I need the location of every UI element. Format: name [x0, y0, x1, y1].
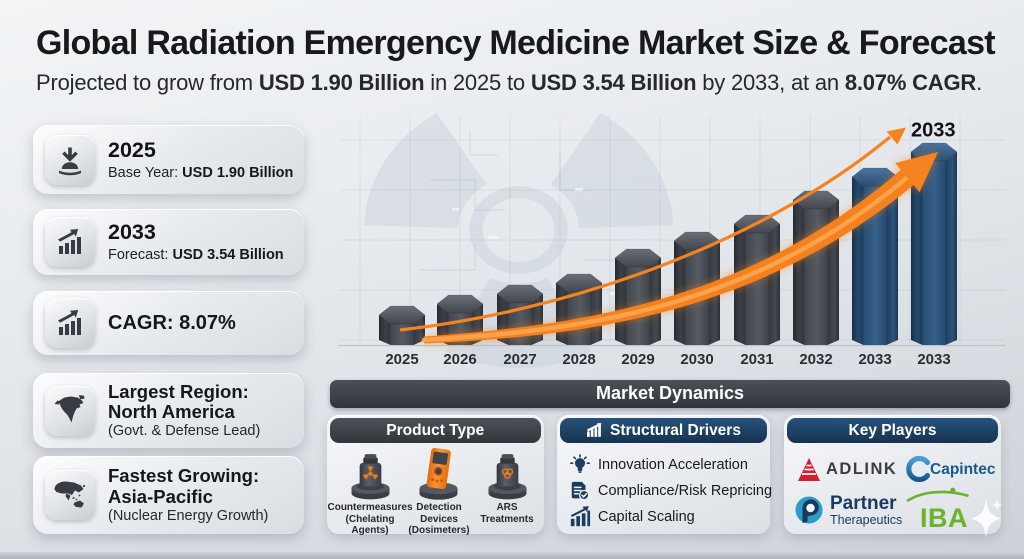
svg-text:2027: 2027: [503, 351, 536, 368]
svg-text:2033: 2033: [911, 120, 956, 142]
svg-text:2025: 2025: [385, 351, 418, 368]
svg-text:2029: 2029: [621, 351, 654, 368]
svg-text:2030: 2030: [680, 351, 713, 368]
svg-text:2032: 2032: [799, 351, 832, 368]
svg-text:2026: 2026: [443, 351, 476, 368]
svg-text:2033: 2033: [858, 351, 891, 368]
svg-text:2031: 2031: [740, 351, 773, 368]
svg-text:2028: 2028: [562, 351, 595, 368]
svg-text:2033: 2033: [917, 351, 950, 368]
